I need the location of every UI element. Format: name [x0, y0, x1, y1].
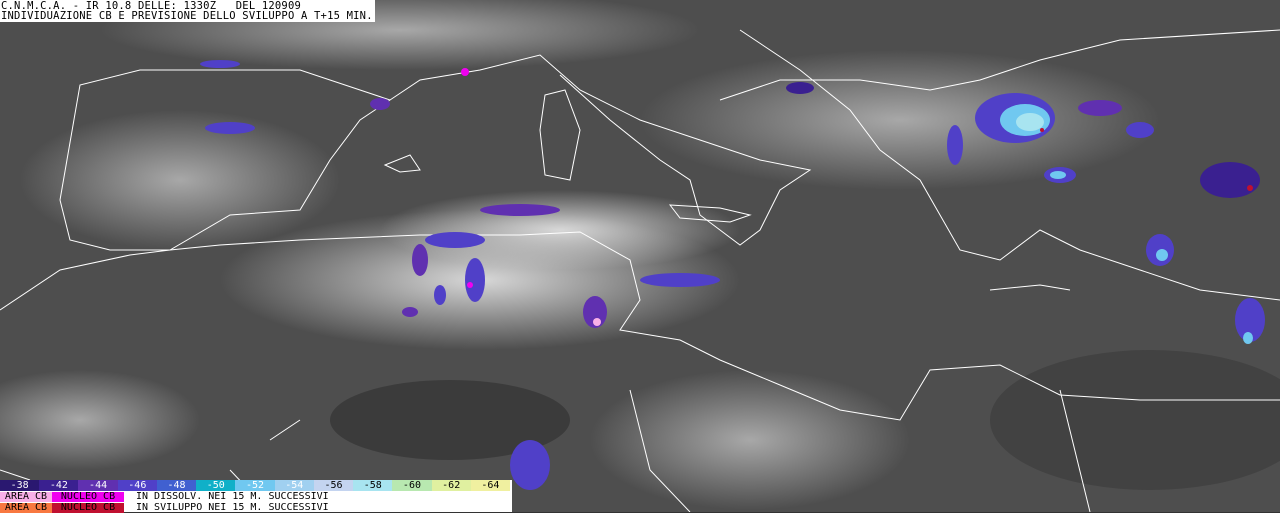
scale-segment: -42	[39, 480, 79, 491]
scale-segment: -48	[156, 480, 197, 491]
legend-row: AREA CB NUCLEO CB IN SVILUPPO NEI 15 M. SU…	[0, 503, 512, 513]
scale-segment: -64	[470, 480, 511, 491]
legend-row-text: IN DISSOLV. NEI 15 M. SUCCESSIVI	[136, 491, 329, 502]
header-line-2: INDIVIDUAZIONE CB E PREVISIONE DELLO SVI…	[1, 10, 373, 22]
cb-cells	[200, 60, 1265, 490]
image-header: C.N.M.C.A. - IR 10.8 DELLE: 1330Z DEL 12…	[0, 0, 375, 22]
header-line-1: C.N.M.C.A. - IR 10.8 DELLE: 1330Z DEL 12…	[1, 0, 301, 12]
scale-segment: -52	[235, 480, 275, 491]
legend: -38 -42 -44 -46 -48 -50 -52 -54 -56 -58 -60 -62 -64 …	[0, 480, 512, 513]
nucleus-cb-swatch: NUCLEO CB	[52, 503, 124, 513]
temperature-scale: -38 -42 -44 -46 -48 -50 -52 -54 -56 -58 -60 -62 -64	[0, 480, 511, 491]
scale-segment: -58	[353, 480, 393, 491]
scale-segment: -60	[392, 480, 432, 491]
scale-segment: -54	[274, 480, 314, 491]
scale-segment: -46	[117, 480, 157, 491]
nucleus-cb-swatch: NUCLEO CB	[52, 492, 124, 502]
scale-segment: -44	[78, 480, 118, 491]
scale-segment: -38	[0, 480, 40, 491]
coastlines	[0, 29, 1280, 512]
area-cb-swatch: AREA CB	[0, 492, 52, 502]
legend-row-text: IN SVILUPPO NEI 15 M. SUCCESSIVI	[136, 502, 329, 513]
area-cb-swatch: AREA CB	[0, 503, 52, 513]
scale-segment: -56	[313, 480, 354, 491]
scale-segment: -62	[431, 480, 471, 491]
legend-row: AREA CB NUCLEO CB IN DISSOLV. NEI 15 M. SU…	[0, 492, 512, 502]
scale-segment: -50	[196, 480, 236, 491]
